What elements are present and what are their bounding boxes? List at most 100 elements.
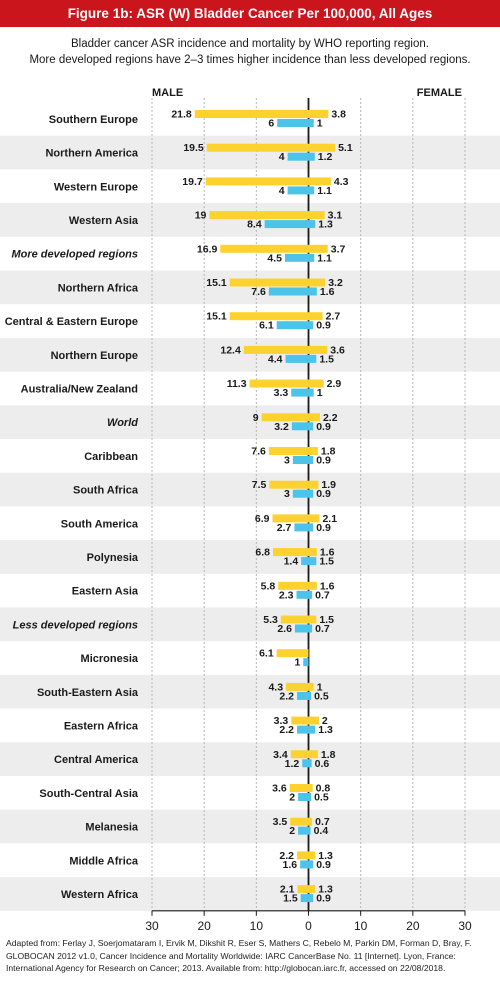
female-mortality-value: 1.3 [318,219,333,231]
male-mortality-bar [268,287,309,296]
female-mortality-bar [308,523,314,532]
male-mortality-value: 7.6 [251,286,266,298]
female-mortality-bar [308,725,316,734]
female-incidence-value: 2.9 [327,378,342,390]
value-labels: 21.863.8119.545.11.219.744.31.1198.43.11… [171,109,353,905]
female-mortality-value: 1.1 [317,185,332,197]
category-label: Eastern Africa [64,720,139,732]
male-incidence-value: 2.2 [279,850,294,862]
x-tick-label: 10 [354,919,368,933]
female-mortality-bar [308,590,313,599]
chart-title: Figure 1b: ASR (W) Bladder Cancer Per 10… [0,0,500,27]
female-mortality-bar [308,557,317,566]
female-incidence-bar [308,750,318,759]
row-band [0,674,500,709]
female-incidence-value: 5.1 [338,142,353,154]
male-incidence-bar [291,716,309,725]
male-incidence-value: 15.1 [206,311,227,323]
male-mortality-bar [302,759,309,768]
male-mortality-bar [277,119,309,127]
male-mortality-bar [287,152,309,161]
female-mortality-value: 0.9 [316,859,331,871]
row-band [0,270,500,305]
female-mortality-bar [308,253,315,262]
row-band [0,877,500,911]
male-mortality-value: 1.2 [285,758,300,770]
female-incidence-value: 1.6 [320,547,335,559]
male-mortality-value: 3 [284,455,290,467]
category-label: South-Central Asia [39,788,138,800]
female-incidence-value: 1.9 [321,479,336,491]
category-label: South Africa [73,485,139,497]
male-mortality-bar [294,523,309,532]
female-incidence-value: 3.6 [330,344,345,356]
male-incidence-value: 4.3 [268,681,283,693]
female-incidence-value: 3.8 [331,109,346,121]
male-mortality-value: 2.2 [279,724,294,736]
category-label: Northern America [45,148,138,160]
male-incidence-bar [220,244,309,253]
category-label: Western Africa [61,889,139,901]
male-incidence-value: 3.5 [273,816,288,828]
male-incidence-value: 9 [253,412,259,424]
male-mortality-bar [300,894,309,903]
female-mortality-value: 1.3 [318,724,333,736]
male-incidence-bar [273,548,309,557]
category-label: Polynesia [87,552,139,564]
female-mortality-bar [308,489,314,498]
male-incidence-value: 3.6 [272,783,287,795]
female-incidence-value: 1.3 [318,850,333,862]
female-incidence-bar [308,177,331,186]
male-mortality-value: 3 [284,488,290,500]
female-mortality-value: 0.5 [314,690,329,702]
female-incidence-value: 1 [317,681,323,693]
female-mortality-bar [308,422,314,431]
male-incidence-value: 15.1 [206,277,227,289]
female-incidence-value: 2.7 [326,311,341,323]
female-incidence-bar [308,885,316,894]
male-incidence-bar [229,278,309,287]
male-mortality-bar [301,557,309,566]
male-incidence-value: 19 [195,210,207,222]
male-incidence-bar [297,885,309,894]
row-bands [0,135,500,911]
male-mortality-bar [287,186,309,195]
category-label: Central America [54,754,139,766]
x-tick-label: 10 [250,919,264,933]
male-mortality-value: 4 [279,185,285,197]
male-mortality-value: 4.4 [268,353,283,365]
grid-lines [151,98,466,911]
male-incidence-value: 3.4 [273,749,288,761]
female-mortality-bar [308,354,317,363]
female-mortality-value: 1.1 [317,252,332,264]
male-incidence-value: 6.9 [255,513,270,525]
row-band [0,405,500,439]
female-mortality-bar [308,287,317,296]
male-incidence-value: 19.5 [183,142,204,154]
female-incidence-value: 4.3 [334,176,349,188]
male-incidence-bar [206,143,309,152]
male-mortality-value: 2.7 [277,522,292,534]
category-label: Northern Africa [58,282,139,294]
female-mortality-value: 0.9 [316,893,331,905]
female-mortality-value: 1.6 [320,286,335,298]
female-incidence-bar [308,682,314,691]
category-label: Western Asia [69,215,139,227]
category-label: South America [61,518,139,530]
female-incidence-value: 2 [322,715,328,727]
female-mortality-value: 0.6 [315,758,330,770]
male-incidence-value: 12.4 [220,344,241,356]
male-mortality-bar [291,388,309,397]
subtitle-line-1: Bladder cancer ASR incidence and mortali… [71,38,429,50]
female-incidence-value: 1.3 [318,884,333,896]
male-incidence-bar [261,413,309,422]
female-incidence-bar [308,244,328,253]
male-incidence-bar [290,817,309,826]
male-mortality-value: 3.2 [274,421,289,433]
row-band [0,540,500,574]
male-mortality-bar [264,220,309,229]
male-side-label: MALE [152,87,183,99]
female-mortality-bar [308,321,314,330]
male-mortality-value: 4 [279,151,285,163]
female-incidence-value: 0.7 [315,816,330,828]
